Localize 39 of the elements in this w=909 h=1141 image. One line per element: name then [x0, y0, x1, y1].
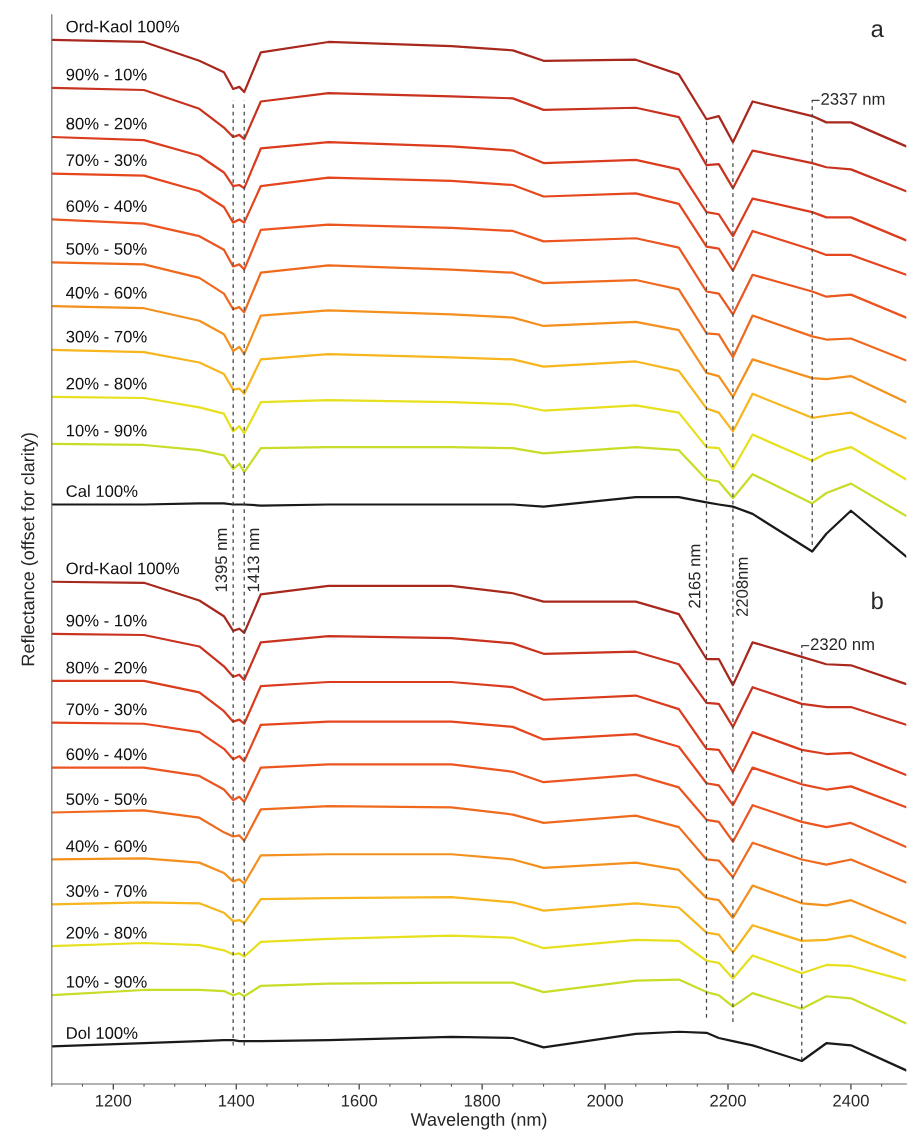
ref-line-label: 1413 nm — [247, 528, 260, 592]
annotation: b — [872, 591, 883, 610]
series-label: 90% - 10% — [66, 614, 147, 627]
x-tick-label: 2000 — [587, 1094, 623, 1107]
text: a — [871, 24, 884, 38]
series-label: 60% - 40% — [66, 748, 147, 761]
ref-line-label: 2320 nm — [810, 638, 874, 651]
series-label: Dol 100% — [67, 1026, 138, 1039]
series-label: 50% - 50% — [66, 243, 147, 255]
series-label: 10% - 90% — [66, 424, 147, 437]
series-label: 20% - 80% — [66, 926, 147, 939]
series-label: Ord-Kaol 100% — [66, 562, 180, 575]
x-tick-label: 2200 — [710, 1094, 746, 1107]
series-label: 90% - 10% — [66, 68, 147, 81]
series-label: 30% - 70% — [66, 330, 147, 343]
series-label: 50% - 50% — [66, 793, 147, 806]
series-label: Cal 100% — [66, 484, 138, 498]
series-label: 40% - 60% — [66, 286, 147, 299]
ref-line-label: 1395 nm — [215, 528, 228, 592]
series-label: 10% - 90% — [66, 975, 147, 988]
y-axis-title: Reflectance (offset for clarity) — [21, 433, 38, 666]
series-label: 40% - 60% — [66, 840, 147, 853]
series-label: 80% - 20% — [66, 661, 147, 674]
series-label: 60% - 40% — [66, 200, 147, 213]
series-label: 20% - 80% — [66, 377, 147, 390]
ref-line-label: 2208nm — [736, 557, 748, 617]
x-tick-label: 1800 — [464, 1094, 500, 1107]
x-tick-label: 2400 — [833, 1094, 869, 1107]
x-tick-label: 1200 — [96, 1094, 132, 1107]
series-label: 70% - 30% — [66, 703, 147, 716]
series-label: 80% - 20% — [66, 117, 147, 130]
ref-line-label: 2337 nm — [821, 93, 885, 105]
series-label: 70% - 30% — [66, 154, 147, 167]
x-axis-title: Wavelength (nm) — [410, 1112, 547, 1130]
series-label: Ord-Kaol 100% — [66, 20, 180, 33]
x-tick-label: 1600 — [341, 1094, 378, 1107]
series-label: 30% - 70% — [66, 885, 147, 897]
x-tick-label: 1400 — [218, 1094, 255, 1107]
ref-line-label: 2165 nm — [688, 544, 701, 608]
